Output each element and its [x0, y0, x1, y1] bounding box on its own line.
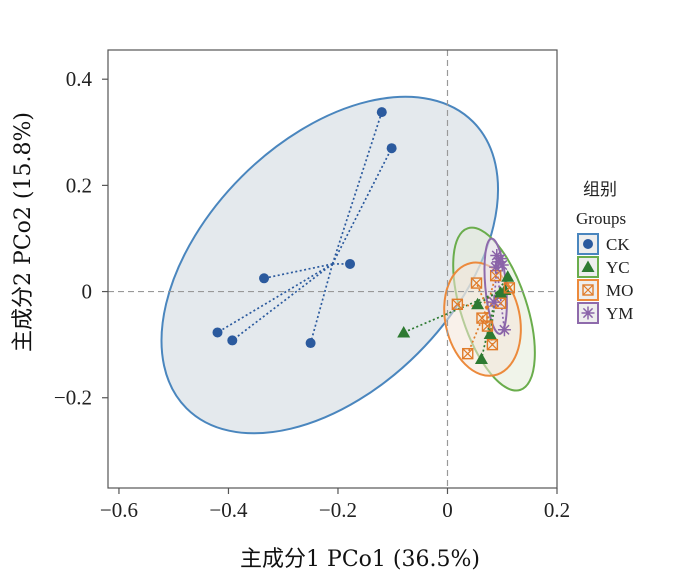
point-mo-6 [486, 338, 499, 351]
legend-marker-ym [581, 306, 595, 320]
legend-item-ck: CK [577, 233, 630, 255]
legend-item-yc: YC [577, 256, 630, 278]
legend-marker-yc [581, 260, 595, 272]
spoke-ck-1 [331, 147, 393, 265]
point-yc-6 [471, 297, 485, 310]
y-tick-label: 0 [82, 280, 93, 304]
point-yc-0 [397, 325, 411, 338]
y-axis-title: 主成分2 PCo2 (15.8%) [11, 112, 36, 352]
plot-frame [107, 49, 558, 489]
point-yc-1 [474, 352, 488, 364]
x-tick-label: −0.4 [209, 498, 248, 522]
spoke-yc-0 [403, 291, 498, 334]
legend-label: CK [606, 235, 630, 254]
legend-marker-ck [583, 239, 593, 249]
point-mo-1 [470, 277, 483, 289]
point-mo-3 [503, 282, 516, 294]
point-ck-0 [376, 107, 387, 118]
point-mo-8 [481, 320, 494, 332]
legend: 组别 Groups CK YC MO YM [576, 180, 633, 324]
confidence-ellipses [160, 95, 536, 435]
spoke-yc-4 [496, 276, 509, 294]
point-ck-1 [386, 143, 397, 154]
x-tick-label: 0 [442, 498, 453, 522]
point-ck-2 [259, 273, 270, 284]
x-axis-title: 主成分1 PCo1 (36.5%) [240, 547, 480, 572]
legend-label: YM [606, 304, 633, 323]
legend-subtitle: Groups [576, 209, 626, 228]
point-ym-6 [494, 252, 508, 266]
x-tick-label: 0.2 [544, 498, 570, 522]
point-ym-2 [495, 258, 509, 272]
point-ck-4 [212, 327, 223, 338]
tick-labels: −0.6 −0.4 −0.2 0 0.2 −0.2 0 0.2 0.4 [54, 67, 570, 522]
axes [107, 49, 558, 489]
point-ym-3 [489, 260, 503, 274]
ellipse-ck [160, 95, 500, 435]
y-tick-label: −0.2 [54, 386, 92, 410]
legend-item-mo: MO [577, 279, 633, 301]
point-yc-4 [501, 270, 515, 282]
y-tick-label: 0.4 [66, 67, 93, 91]
point-ck-6 [305, 338, 316, 349]
spoke-mo-5 [466, 307, 488, 355]
legend-item-ym: YM [577, 302, 633, 324]
spoke-ck-6 [309, 263, 334, 344]
point-ym-5 [497, 323, 511, 337]
x-tick-label: −0.6 [100, 498, 138, 522]
point-mo-5 [462, 347, 474, 360]
spoke-yc-6 [477, 291, 498, 306]
spoke-ck-5 [231, 263, 334, 342]
legend-marker-mo [582, 284, 594, 296]
legend-title: 组别 [583, 180, 617, 200]
point-ym-4 [487, 295, 501, 309]
point-mo-0 [451, 298, 464, 311]
y-tick-label: 0.2 [66, 173, 92, 197]
x-tick-label: −0.2 [319, 498, 357, 522]
legend-label: YC [606, 258, 630, 277]
point-ck-3 [345, 258, 356, 269]
point-yc-2 [483, 327, 497, 340]
legend-label: MO [606, 281, 633, 300]
point-ck-5 [227, 335, 238, 346]
data-points [212, 107, 516, 364]
reference-lines [108, 50, 557, 488]
